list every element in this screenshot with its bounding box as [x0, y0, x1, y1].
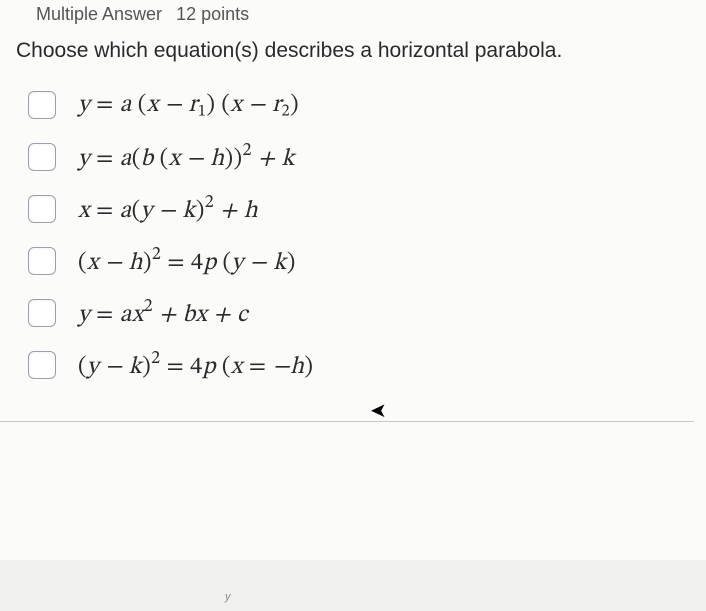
option-formula: (x − h)2 = 4p (y − k) [78, 244, 296, 278]
option-row[interactable]: y = a(b (x − h))2 + k [0, 131, 694, 183]
option-formula: y = a (x − r1) (x − r2) [78, 90, 299, 122]
option-row[interactable]: x = a(y − k)2 + h [0, 183, 694, 235]
checkbox[interactable] [28, 247, 56, 275]
question-prompt: Choose which equation(s) describes a hor… [0, 31, 694, 79]
question-card: Multiple Answer 12 points Choose which e… [0, 0, 706, 560]
footer-glyph: y [225, 591, 231, 603]
checkbox[interactable] [28, 143, 56, 171]
question-type-label: Multiple Answer [36, 4, 162, 25]
option-formula: y = ax2 + bx + c [78, 296, 248, 330]
cursor-icon: ➤ [370, 398, 387, 423]
checkbox[interactable] [28, 91, 56, 119]
checkbox[interactable] [28, 195, 56, 223]
section-divider [0, 421, 694, 422]
checkbox[interactable] [28, 299, 56, 327]
option-formula: (y − k)2 = 4p (x = −h) [78, 348, 313, 382]
option-row[interactable]: (x − h)2 = 4p (y − k) [0, 235, 694, 287]
option-row[interactable]: y = a (x − r1) (x − r2) [0, 79, 694, 131]
checkbox[interactable] [28, 351, 56, 379]
option-row[interactable]: (y − k)2 = 4p (x = −h) [0, 339, 694, 391]
option-formula: x = a(y − k)2 + h [78, 192, 258, 226]
question-header: Multiple Answer 12 points [0, 0, 694, 31]
points-label: 12 points [176, 4, 249, 25]
option-row[interactable]: y = ax2 + bx + c [0, 287, 694, 339]
option-formula: y = a(b (x − h))2 + k [78, 140, 295, 174]
options-list: y = a (x − r1) (x − r2) y = a(b (x − h))2… [0, 79, 694, 391]
